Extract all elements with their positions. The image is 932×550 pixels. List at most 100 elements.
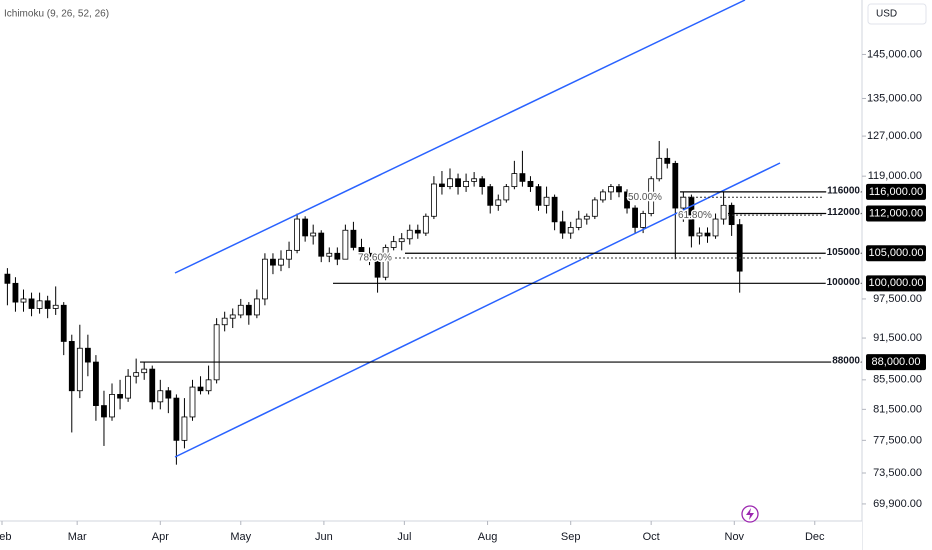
x-tick-label: Dec (805, 531, 825, 543)
overlay: 116000 112000 105000 100000 88000 50.00% 61.80… (140, 184, 862, 368)
x-tick-label: Mar (68, 531, 87, 543)
x-tick-label: Aug (478, 531, 498, 543)
candle-body (551, 196, 558, 223)
candle-body (567, 227, 574, 234)
candle-body (527, 180, 534, 188)
candle-body (511, 173, 518, 188)
candle-body (125, 375, 132, 399)
level-label: 105000 (827, 247, 861, 258)
candle-body (487, 186, 494, 206)
y-tick-label: 97,500.00 (873, 293, 922, 305)
candle-body (414, 229, 421, 234)
candle-body (12, 282, 19, 303)
candle-body (672, 162, 679, 209)
candle-body (205, 379, 212, 392)
candle-body (656, 157, 663, 180)
candle-body (229, 314, 236, 319)
candle-body (704, 232, 711, 237)
fib-label: 78.60% (358, 253, 392, 264)
channel-lower (174, 162, 781, 458)
candle-body (599, 191, 606, 201)
candle-body (366, 252, 373, 257)
candle-body (181, 416, 188, 441)
candle-body (28, 298, 35, 309)
level-badge-label: 116,000.00 (869, 186, 923, 198)
candle-body (374, 255, 381, 278)
candle-body (398, 238, 405, 243)
candle-body (237, 304, 244, 316)
candle-body (696, 232, 703, 237)
candle-body (20, 298, 27, 303)
currency: USD (876, 9, 897, 20)
y-tick-label: 127,000.00 (867, 130, 922, 142)
event-icon-bolt (746, 508, 754, 520)
candle-body (149, 368, 156, 403)
candle-body (519, 173, 526, 182)
candle-body (141, 368, 148, 374)
candle-body (173, 397, 180, 441)
candle-body (463, 180, 469, 188)
x-tick-label: Nov (725, 531, 745, 543)
candle-body (213, 324, 220, 381)
candle-body (583, 215, 590, 220)
plot-area (4, 140, 743, 465)
level-badge (866, 275, 926, 292)
candle-body (688, 196, 695, 237)
candle-body (543, 196, 550, 206)
candle-body (262, 258, 268, 300)
candle-body (624, 191, 630, 209)
level-badge-label: 88,000.00 (872, 356, 921, 368)
candle-body (471, 178, 478, 182)
time-axis-bg (0, 521, 862, 550)
indicator-title: Ichimoku (9, 26, 52, 26) (4, 9, 109, 20)
candle-body (253, 298, 260, 316)
candle-body (44, 300, 51, 309)
candle-body (447, 178, 453, 188)
candle-body (310, 232, 317, 237)
candle-body (76, 347, 83, 392)
candle-body (680, 196, 687, 209)
candle-body (52, 304, 59, 309)
candle-body (157, 390, 164, 403)
candle-body (109, 394, 115, 418)
candle-body (559, 221, 566, 234)
candle-body (4, 273, 11, 284)
candle-body (503, 186, 510, 201)
level-label: 116000 (827, 186, 860, 197)
level-badge (866, 183, 926, 200)
y-tick-label: 145,000.00 (867, 48, 922, 60)
candle-body (270, 258, 276, 266)
candle-body (221, 317, 228, 326)
candle-body (736, 224, 743, 272)
candle-body (245, 304, 252, 316)
axis-labels: 145,000.00 135,000.00 127,000.00 119,000.00… (0, 48, 926, 543)
candle-body (358, 247, 365, 254)
level-badge-label: 105,000.00 (868, 247, 923, 259)
candle-body (36, 300, 43, 309)
candle-body (133, 372, 140, 377)
candle-body (278, 258, 284, 266)
x-tick-label: Feb (0, 531, 11, 543)
candle-body (495, 199, 502, 206)
level-badge-label: 112,000.00 (869, 207, 923, 219)
currency-box[interactable] (867, 3, 927, 25)
y-tick-label: 85,500.00 (873, 374, 922, 386)
candle-body (439, 183, 445, 188)
candle-body (318, 232, 325, 257)
y-tick-label: 91,500.00 (873, 332, 922, 344)
candle-body (286, 249, 292, 260)
fib-label: 61.80% (678, 210, 712, 221)
level-badge-label: 100,000.00 (868, 277, 923, 289)
y-tick-label: 119,000.00 (868, 170, 922, 182)
candle-body (422, 215, 429, 234)
y-tick-label: 135,000.00 (867, 92, 922, 104)
candle-body (84, 347, 91, 363)
candle-body (390, 241, 397, 248)
level-badge (866, 245, 926, 262)
candle-body (334, 252, 341, 260)
level-label: 100000 (827, 277, 861, 288)
x-tick-label: Jul (397, 531, 411, 543)
y-tick-label: 73,500.00 (873, 467, 922, 479)
candle-body (455, 178, 461, 188)
